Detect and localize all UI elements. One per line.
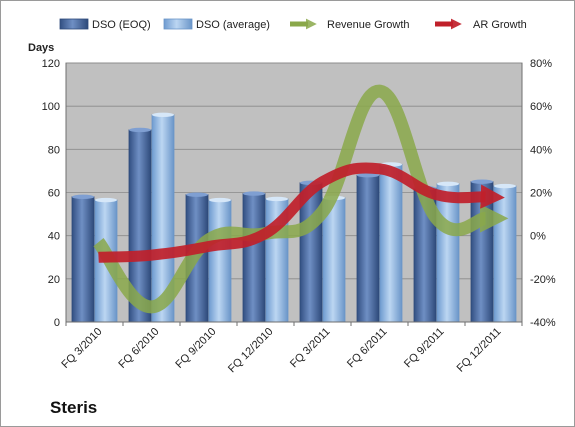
bar-dso-average [208, 199, 232, 323]
x-tick-label: FQ 12/2010 [226, 326, 276, 376]
x-tick-label: FQ 6/2011 [345, 326, 390, 371]
y-left-tick-label: 100 [42, 101, 60, 113]
y-left-tick-label: 80 [48, 144, 60, 156]
bar-dso-average-cap [266, 196, 288, 202]
legend-label: Revenue Growth [327, 19, 410, 31]
y-right-tick-label: -20% [530, 274, 556, 286]
bar-dso-average [436, 183, 460, 323]
x-tick-label: FQ 3/2011 [288, 326, 333, 371]
y-left-axis-label: Days [28, 42, 54, 54]
legend-item-dso-eoq: DSO (EOQ) [59, 18, 151, 31]
y-left-tick-label: 40 [48, 231, 60, 243]
bar-dso-eoq [71, 196, 95, 323]
x-tick-label: FQ 9/2010 [173, 326, 218, 371]
bar-dso-eoq [242, 193, 266, 323]
growth-lines [93, 84, 509, 314]
legend-item-dso-average: DSO (average) [163, 18, 270, 31]
bar-dso-eoq-cap [72, 194, 94, 200]
y-right-tick-label: 40% [530, 144, 552, 156]
line-ar-growth [98, 162, 505, 263]
y-left-tick-label: 0 [54, 317, 60, 329]
bar-dso-eoq-cap [129, 127, 151, 133]
bar-dso-average-cap [95, 197, 117, 203]
legend-label: DSO (EOQ) [92, 19, 151, 31]
x-tick-label: FQ 12/2011 [455, 326, 504, 375]
legend-item-ar-growth: AR Growth [435, 18, 527, 31]
bar-dso-average-cap [209, 197, 231, 203]
legend: DSO (EOQ) DSO (average) Revenue Growth A… [59, 18, 527, 31]
y-right-tick-label: 80% [530, 58, 552, 70]
bar-dso-eoq-cap [186, 192, 208, 197]
x-tick-label: FQ 6/2010 [116, 326, 161, 371]
bar-dso-eoq-cap [357, 173, 379, 178]
y-right-tick-label: 60% [530, 101, 552, 113]
bar-dso-average-cap [152, 112, 174, 118]
x-tick-label: FQ 9/2011 [402, 326, 447, 371]
bar-dso-eoq [356, 174, 380, 323]
bar-dso-average [493, 185, 517, 323]
y-right-tick-label: -40% [530, 317, 556, 329]
legend-item-revenue-growth: Revenue Growth [290, 18, 410, 31]
company-name: Steris [50, 398, 98, 417]
bar-dso-average [379, 164, 403, 323]
y-left-tick-label: 20 [48, 274, 60, 286]
axes [65, 63, 523, 326]
y-left-tick-label: 120 [42, 58, 60, 70]
y-right-tick-label: 0% [530, 231, 546, 243]
bar-dso-eoq-cap [243, 191, 265, 196]
y-left-tick-label: 60 [48, 188, 60, 200]
bar-dso-eoq-cap [471, 179, 493, 184]
bar-dso-average-cap [494, 183, 516, 189]
x-tick-label: FQ 3/2010 [59, 326, 104, 371]
legend-label: DSO (average) [196, 19, 270, 31]
y-right-tick-label: 20% [530, 188, 552, 200]
legend-label: AR Growth [473, 19, 527, 31]
bar-dso-average-cap [437, 181, 459, 187]
